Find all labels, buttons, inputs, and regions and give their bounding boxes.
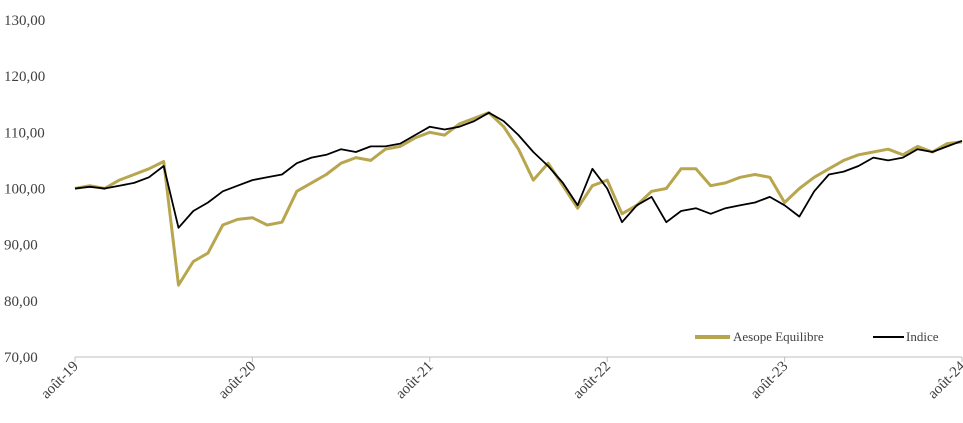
series-line-indice bbox=[74, 111, 963, 229]
x-tick-label: août-24 bbox=[925, 358, 963, 402]
x-tick-label: août-23 bbox=[748, 359, 792, 403]
chart-legend: Aesope Equilibre Indice bbox=[695, 329, 939, 344]
x-tick-label: août-19 bbox=[38, 359, 82, 403]
y-tick-label: 100,00 bbox=[4, 182, 45, 198]
y-axis-tick-labels: 70,00 80,00 90,00 100,00 110,00 120,00 130,00 bbox=[4, 13, 45, 366]
y-tick-label: 70,00 bbox=[4, 350, 38, 366]
y-tick-label: 120,00 bbox=[4, 69, 45, 85]
y-tick-label: 130,00 bbox=[4, 13, 45, 29]
y-tick-label: 80,00 bbox=[4, 294, 38, 310]
y-tick-label: 90,00 bbox=[4, 238, 38, 254]
x-axis-tick-marks bbox=[74, 357, 963, 362]
x-axis-tick-labels: août-19 août-20 août-21 août-22 août-23 août-… bbox=[38, 358, 963, 402]
legend-label-indice: Indice bbox=[906, 329, 939, 344]
x-tick-label: août-20 bbox=[216, 359, 260, 403]
series-line-aesope-equilibre bbox=[74, 111, 963, 287]
x-tick-label: août-22 bbox=[570, 359, 614, 403]
y-tick-label: 110,00 bbox=[4, 125, 45, 141]
legend-label-aesope: Aesope Equilibre bbox=[733, 329, 824, 344]
plot-series bbox=[74, 111, 963, 287]
x-tick-label: août-21 bbox=[393, 359, 437, 403]
